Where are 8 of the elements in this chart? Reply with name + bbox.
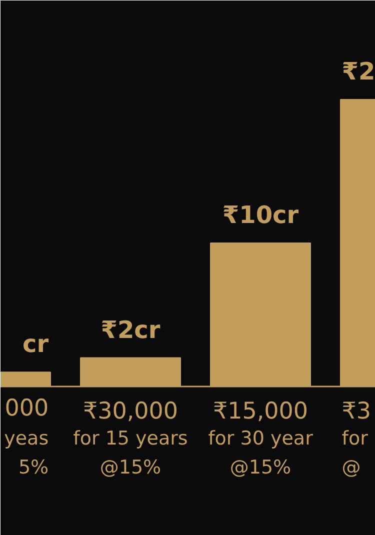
x-tick-label: ₹15,000 for 30 year @15% [208,398,314,478]
data-label: ₹10cr [222,201,299,229]
data-label: ₹2cr [100,316,160,344]
x-tick-label: 000 yeas 5% [4,396,49,478]
x-tick-label: ₹30,000 for 15 years @15% [73,398,188,478]
data-label: cr [22,330,49,358]
annotation: ₹2 [342,58,375,86]
x-tick-label: ₹3 for @ [342,398,372,478]
